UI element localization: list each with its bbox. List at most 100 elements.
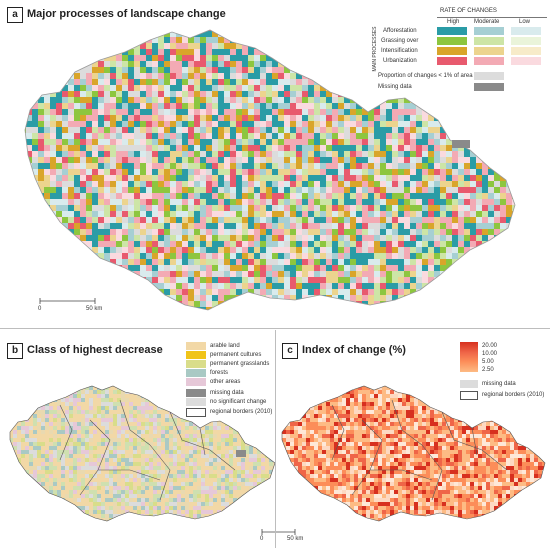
map-cell xyxy=(326,175,333,182)
map-cell xyxy=(362,127,369,134)
map-cell xyxy=(272,253,279,260)
map-cell xyxy=(392,181,399,188)
map-cell xyxy=(176,43,183,50)
map-cell xyxy=(458,277,465,284)
map-cell xyxy=(38,241,45,248)
map-cell xyxy=(338,31,345,38)
map-cell xyxy=(506,109,513,116)
map-cell xyxy=(518,199,524,205)
map-cell xyxy=(356,265,363,272)
map-cell xyxy=(182,289,189,296)
map-cell xyxy=(446,205,453,212)
map-cell xyxy=(254,73,261,80)
map-cell xyxy=(302,283,309,290)
map-cell xyxy=(230,31,237,38)
map-cell xyxy=(74,301,81,308)
map-cell xyxy=(224,73,231,80)
map-cell xyxy=(422,193,429,200)
map-cell xyxy=(254,193,261,200)
map-cell xyxy=(374,253,381,260)
map-cell xyxy=(248,49,255,56)
map-cell xyxy=(410,121,417,128)
map-cell xyxy=(169,386,174,387)
map-cell xyxy=(101,394,106,399)
map-cell xyxy=(236,307,243,310)
map-cell xyxy=(145,386,150,387)
map-cell xyxy=(422,247,429,254)
map-cell xyxy=(494,307,501,310)
map-cell xyxy=(65,410,70,415)
map-cell xyxy=(68,37,75,44)
map-cell xyxy=(50,121,57,128)
map-cell xyxy=(182,103,189,110)
map-cell xyxy=(518,271,524,277)
map-cell xyxy=(320,109,327,116)
map-cell xyxy=(476,193,483,200)
map-cell xyxy=(410,211,417,218)
map-cell xyxy=(249,394,254,399)
map-cell xyxy=(62,175,69,182)
map-cell xyxy=(50,169,57,176)
map-cell xyxy=(350,145,357,152)
map-cell xyxy=(464,163,471,170)
map-cell xyxy=(248,85,255,92)
map-cell xyxy=(80,211,87,218)
map-cell xyxy=(122,187,129,194)
map-cell xyxy=(362,313,368,319)
map-cell xyxy=(434,97,441,104)
map-cell xyxy=(89,426,94,431)
map-cell xyxy=(398,241,405,248)
map-cell xyxy=(206,205,213,212)
map-cell xyxy=(249,390,254,395)
map-cell xyxy=(170,121,177,128)
map-cell xyxy=(284,217,291,224)
map-cell xyxy=(488,133,495,140)
map-cell xyxy=(326,157,333,164)
map-cell xyxy=(410,247,417,254)
map-cell xyxy=(296,31,303,38)
map-cell xyxy=(368,205,375,212)
map-cell xyxy=(314,235,321,242)
map-cell xyxy=(386,241,393,248)
map-cell xyxy=(452,265,459,272)
map-cell xyxy=(296,235,303,242)
map-cell xyxy=(74,277,81,284)
map-cell xyxy=(374,169,381,176)
map-cell xyxy=(206,277,213,284)
map-cell xyxy=(116,301,123,308)
map-cell xyxy=(50,55,57,62)
map-cell xyxy=(356,145,363,152)
map-cell xyxy=(230,139,237,146)
map-cell xyxy=(518,139,524,145)
map-cell xyxy=(494,217,501,224)
map-cell xyxy=(434,283,441,290)
map-cell xyxy=(122,139,129,146)
map-cell xyxy=(428,163,435,170)
map-cell xyxy=(86,217,93,224)
map-cell xyxy=(434,181,441,188)
map-cell xyxy=(254,265,261,272)
map-cell xyxy=(117,406,122,411)
map-cell xyxy=(266,61,273,68)
map-cell xyxy=(68,211,75,218)
map-cell xyxy=(374,121,381,128)
map-cell xyxy=(116,241,123,248)
map-cell xyxy=(230,109,237,116)
map-cell xyxy=(512,205,515,212)
map-cell xyxy=(206,253,213,260)
map-cell xyxy=(284,30,291,32)
map-cell xyxy=(146,289,153,296)
map-cell xyxy=(105,418,110,423)
map-cell xyxy=(320,289,327,296)
map-cell xyxy=(272,91,279,98)
map-cell xyxy=(50,283,57,290)
map-cell xyxy=(476,97,483,104)
map-cell xyxy=(188,211,195,218)
map-cell xyxy=(62,169,69,176)
map-cell xyxy=(518,253,524,259)
map-cell xyxy=(74,151,81,158)
map-cell xyxy=(116,30,123,32)
map-cell xyxy=(302,37,309,44)
map-cell xyxy=(218,61,225,68)
map-cell xyxy=(86,259,93,266)
